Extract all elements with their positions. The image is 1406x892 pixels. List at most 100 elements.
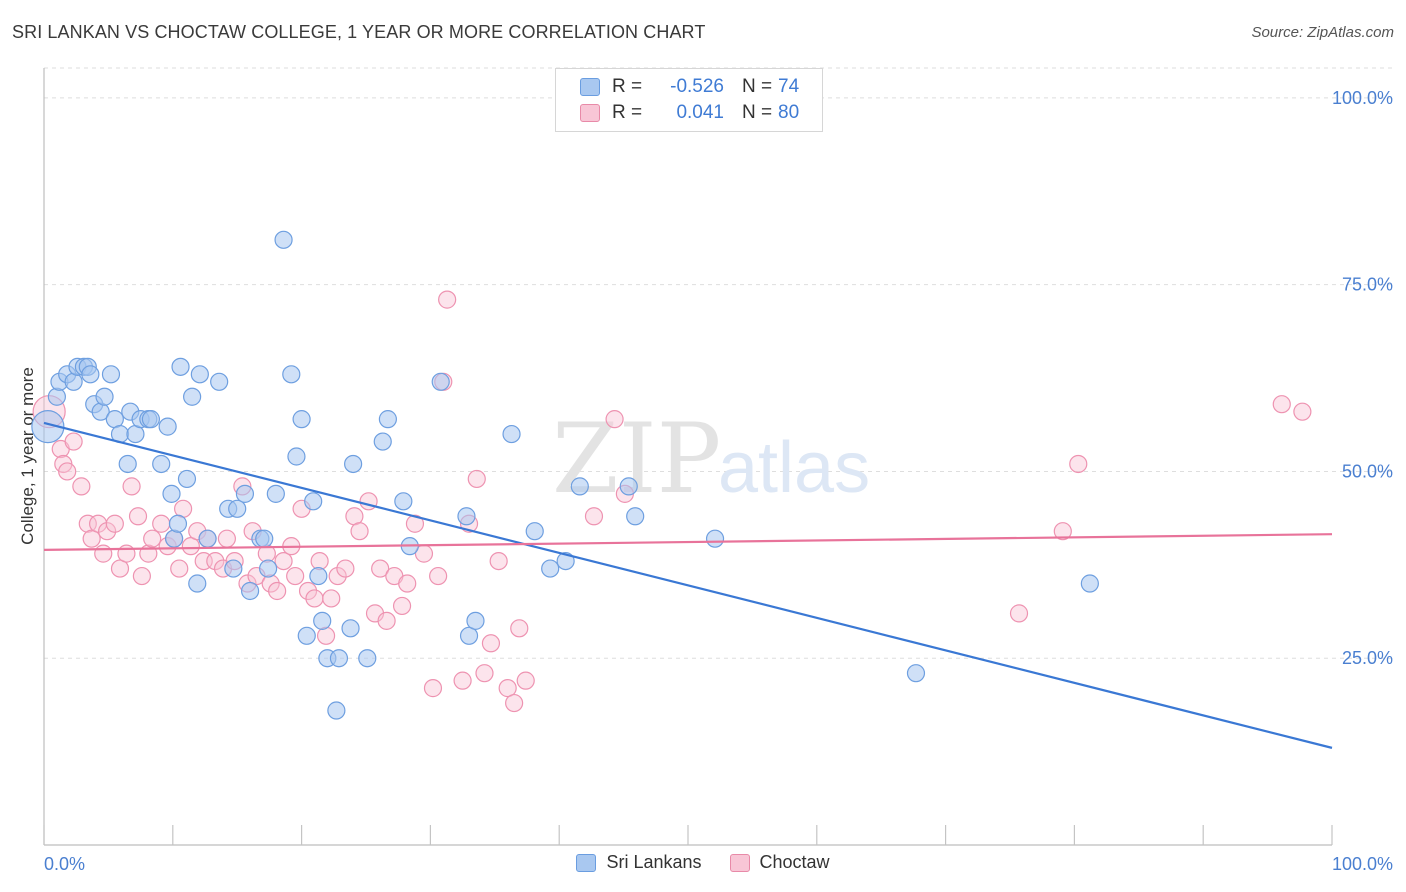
choctaw-point bbox=[1069, 454, 1088, 474]
choctaw-point bbox=[58, 462, 77, 481]
choctaw-point bbox=[467, 469, 486, 489]
sri-lankan-point bbox=[502, 424, 521, 444]
y-tick-label: 100.0% bbox=[1332, 88, 1393, 108]
sri-lankan-point bbox=[162, 484, 181, 503]
sri-lankan-point bbox=[274, 230, 293, 249]
legend-r-value: 0.041 bbox=[676, 102, 724, 123]
sri-lankan-point bbox=[158, 417, 177, 436]
sri-lankan-point bbox=[31, 410, 65, 444]
x-tick-label-min: 0.0% bbox=[44, 854, 85, 874]
sri-lankan-point bbox=[329, 649, 349, 668]
legend-item-label: Choctaw bbox=[759, 852, 830, 872]
sri-lankan-point bbox=[327, 701, 346, 720]
sri-lankan-point bbox=[164, 529, 184, 548]
choctaw-point bbox=[423, 679, 443, 698]
legend-r-value: -0.526 bbox=[670, 76, 724, 97]
sri-lankan-point bbox=[168, 514, 188, 533]
choctaw-point bbox=[584, 507, 604, 526]
choctaw-point bbox=[336, 559, 355, 578]
sri-lankan-point bbox=[228, 499, 247, 518]
legend-r-label: R = bbox=[612, 76, 643, 97]
sri-lankan-point bbox=[541, 559, 560, 578]
choctaw-point bbox=[286, 566, 305, 586]
choctaw-trend-line bbox=[43, 533, 1333, 551]
choctaw-point bbox=[322, 589, 341, 608]
choctaw-point bbox=[298, 581, 318, 601]
sri-lankan-point bbox=[570, 477, 589, 496]
sri-lankan-point bbox=[1080, 574, 1099, 593]
legend-n-value: 74 bbox=[778, 76, 800, 97]
watermark-zip: ZIP bbox=[552, 403, 721, 515]
legend-n-value: 80 bbox=[778, 102, 800, 123]
choctaw-point bbox=[510, 619, 529, 638]
sri-lankan-point bbox=[292, 410, 311, 429]
sri-lankan-point bbox=[341, 619, 360, 638]
legend-item-sri-lankans[interactable]: Sri Lankans bbox=[576, 852, 702, 873]
y-tick-label: 25.0% bbox=[1342, 648, 1393, 668]
sri-lankan-point bbox=[101, 365, 121, 384]
sri-lankans-legend-swatch bbox=[576, 853, 597, 872]
sri-lankan-point bbox=[906, 664, 926, 683]
sri-lankan-point bbox=[64, 372, 83, 391]
sri-lankan-point bbox=[266, 484, 285, 503]
sri-lankan-point bbox=[240, 581, 260, 601]
choctaw-point bbox=[453, 671, 472, 690]
sri-lankan-point bbox=[95, 387, 114, 406]
legend-row-choctaw: R = 0.041 N = 80 bbox=[580, 101, 799, 125]
sri-lankan-point bbox=[255, 529, 274, 548]
choctaw-point bbox=[72, 477, 91, 496]
choctaw-point bbox=[122, 477, 141, 496]
sri-lankan-point bbox=[313, 611, 332, 630]
choctaw-point bbox=[1009, 604, 1029, 623]
choctaw-point bbox=[206, 551, 225, 571]
sri-lankan-point bbox=[81, 365, 100, 384]
sri-lankan-point bbox=[459, 626, 479, 645]
choctaw-point bbox=[489, 551, 508, 571]
choctaw-point bbox=[1053, 522, 1072, 541]
legend-r-label: R = bbox=[612, 102, 643, 123]
sri-lankan-point bbox=[431, 372, 450, 391]
choctaw-point bbox=[143, 529, 162, 548]
x-tick-label-max: 100.0% bbox=[1332, 854, 1393, 874]
sri-lankan-point bbox=[235, 484, 255, 503]
sri-lankan-point bbox=[525, 522, 544, 541]
choctaw-point bbox=[1293, 402, 1312, 421]
sri-lankan-point bbox=[210, 372, 229, 391]
sri-lankan-point bbox=[373, 432, 392, 451]
sri-lankans-swatch bbox=[580, 78, 600, 96]
choctaw-point bbox=[105, 514, 124, 533]
choctaw-point bbox=[405, 514, 425, 533]
choctaw-point bbox=[516, 671, 535, 690]
choctaw-point bbox=[605, 410, 624, 429]
sri-lankan-point bbox=[619, 477, 638, 496]
sri-lankan-points bbox=[31, 230, 1099, 720]
choctaw-point bbox=[181, 537, 200, 556]
sri-lankan-point bbox=[297, 626, 316, 645]
sri-lankan-point bbox=[177, 469, 197, 489]
choctaw-point bbox=[392, 596, 412, 616]
choctaw-point bbox=[1272, 395, 1291, 414]
choctaw-swatch bbox=[580, 104, 600, 122]
choctaw-point bbox=[152, 514, 171, 533]
legend-n-label: N = bbox=[742, 102, 773, 123]
sri-lankan-point bbox=[466, 611, 485, 630]
y-tick-label: 75.0% bbox=[1342, 275, 1393, 295]
legend-item-choctaw[interactable]: Choctaw bbox=[729, 852, 830, 873]
choctaw-point bbox=[110, 559, 130, 578]
choctaw-point bbox=[94, 544, 113, 563]
sri-lankan-point bbox=[183, 387, 202, 406]
y-tick-label: 50.0% bbox=[1342, 461, 1393, 481]
choctaw-point bbox=[117, 544, 136, 563]
choctaw-point bbox=[475, 664, 494, 683]
sri-lankan-point bbox=[141, 410, 161, 429]
legend-n-label: N = bbox=[742, 76, 773, 97]
sri-lankan-point bbox=[198, 529, 217, 548]
sri-lankan-point bbox=[394, 492, 413, 511]
choctaw-point bbox=[170, 559, 189, 578]
choctaw-point bbox=[128, 507, 148, 526]
sri-lankan-point bbox=[378, 410, 397, 429]
sri-lankan-point bbox=[282, 365, 301, 384]
gridlines bbox=[44, 67, 1393, 659]
choctaw-point bbox=[371, 559, 390, 578]
